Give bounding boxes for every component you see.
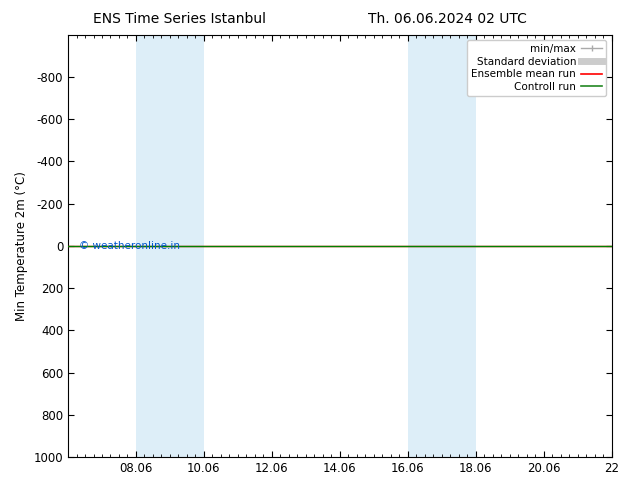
- Y-axis label: Min Temperature 2m (°C): Min Temperature 2m (°C): [15, 171, 28, 321]
- Legend: min/max, Standard deviation, Ensemble mean run, Controll run: min/max, Standard deviation, Ensemble me…: [467, 40, 606, 96]
- Text: Th. 06.06.2024 02 UTC: Th. 06.06.2024 02 UTC: [368, 12, 527, 26]
- Text: © weatheronline.in: © weatheronline.in: [79, 241, 180, 251]
- Bar: [136, 35, 204, 457]
- Text: ENS Time Series Istanbul: ENS Time Series Istanbul: [93, 12, 266, 26]
- Bar: [408, 35, 476, 457]
